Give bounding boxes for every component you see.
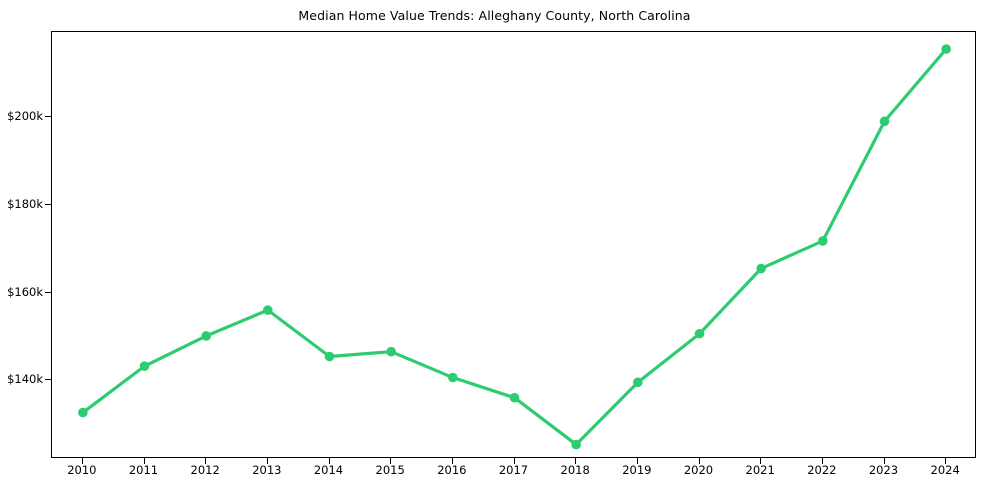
data-point-marker — [386, 346, 396, 357]
x-axis-tick-label: 2018 — [560, 463, 590, 477]
data-point-marker — [879, 116, 890, 127]
data-point-marker — [78, 407, 88, 418]
y-axis-tick-mark — [45, 291, 51, 293]
x-axis-tick-label: 2010 — [67, 463, 97, 477]
data-point-marker — [263, 305, 273, 315]
data-point-marker — [756, 263, 766, 274]
y-axis-tick-mark — [45, 116, 51, 118]
x-axis-tick-label: 2022 — [807, 463, 837, 477]
x-axis-tick-label: 2015 — [375, 463, 405, 477]
x-axis-tick-mark — [513, 458, 515, 464]
x-axis-tick-label: 2016 — [437, 463, 467, 477]
x-axis-tick-label: 2024 — [930, 463, 960, 477]
x-axis-tick-label: 2017 — [498, 463, 529, 477]
x-axis-tick-mark — [451, 458, 453, 464]
y-axis-tick-labels: $140k $160k $180k $200k — [0, 0, 43, 490]
x-axis-tick-mark — [266, 458, 268, 464]
x-axis-tick-mark — [636, 458, 638, 464]
x-axis-tick-label: 2011 — [128, 463, 159, 477]
x-axis-tick-mark — [328, 458, 330, 464]
data-point-marker — [509, 392, 520, 403]
data-point-marker — [633, 377, 643, 388]
line-chart-svg — [78, 44, 951, 450]
y-axis-tick-label: $200k — [7, 109, 43, 124]
y-axis-tick-label: $140k — [7, 372, 43, 387]
series-markers — [78, 44, 951, 450]
x-axis-tick-label: 2020 — [683, 463, 714, 477]
x-axis-tick-mark — [821, 458, 823, 464]
series-line-median-home-value — [81, 47, 948, 447]
plot-area — [51, 31, 976, 458]
data-point-marker — [941, 44, 951, 54]
x-axis-tick-mark — [575, 458, 577, 464]
data-point-marker — [139, 361, 150, 371]
data-point-marker — [694, 328, 705, 339]
y-axis-tick-label: $180k — [7, 196, 43, 211]
chart-title: Median Home Value Trends: Alleghany Coun… — [298, 8, 691, 23]
data-point-marker — [818, 236, 828, 246]
data-point-marker — [201, 331, 211, 341]
x-axis-tick-label: 2021 — [745, 463, 775, 477]
x-axis-tick-label: 2019 — [622, 463, 652, 477]
x-axis-tick-label: 2012 — [190, 463, 220, 477]
x-axis-tick-mark — [945, 458, 947, 464]
y-axis-tick-mark — [45, 379, 51, 381]
y-axis-tick-mark — [45, 203, 51, 205]
x-axis-tick-mark — [390, 458, 392, 464]
data-point-marker — [571, 439, 581, 450]
data-point-marker — [324, 351, 335, 362]
x-axis-tick-mark — [81, 458, 83, 464]
data-point-marker — [448, 372, 458, 383]
x-axis-tick-mark — [883, 458, 885, 464]
x-axis-tick-label: 2014 — [313, 463, 344, 477]
y-axis-tick-label: $160k — [7, 284, 43, 299]
x-axis-tick-label: 2023 — [868, 463, 899, 477]
x-axis-tick-mark — [143, 458, 145, 464]
x-axis-tick-mark — [698, 458, 700, 464]
x-axis-tick-label: 2013 — [252, 463, 282, 477]
x-axis-tick-mark — [760, 458, 762, 464]
x-axis-tick-mark — [205, 458, 207, 464]
